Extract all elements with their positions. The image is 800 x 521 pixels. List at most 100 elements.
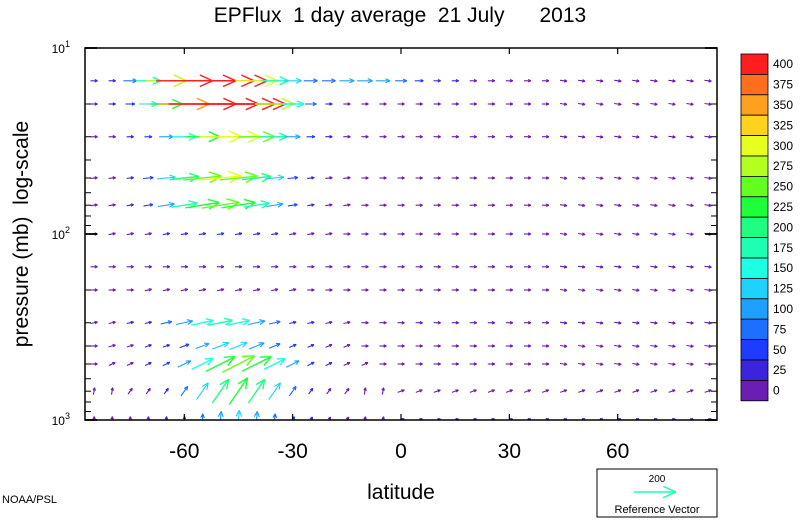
flux-vector xyxy=(397,176,405,180)
flux-vector xyxy=(559,102,568,106)
flux-vector xyxy=(162,232,171,236)
colorbar: 4003753503253002752502252001751501251007… xyxy=(740,53,793,402)
flux-vector xyxy=(542,134,550,139)
flux-vector xyxy=(433,79,441,83)
flux-vector xyxy=(487,102,496,106)
flux-vector xyxy=(216,265,225,269)
flux-vector xyxy=(487,134,496,139)
flux-vector xyxy=(307,361,315,367)
flux-vector xyxy=(343,265,351,269)
flux-vector xyxy=(523,203,532,207)
flux-vector xyxy=(162,344,170,348)
flux-vector xyxy=(289,232,297,236)
flux-vector xyxy=(219,171,258,184)
flux-vector xyxy=(325,344,333,348)
flux-vector xyxy=(144,361,152,366)
y-tick-label: 102 xyxy=(52,225,70,242)
flux-vector xyxy=(433,344,441,348)
flux-vector xyxy=(596,344,604,348)
flux-vector xyxy=(614,79,622,83)
colorbar-label: 125 xyxy=(773,282,793,296)
colorbar-swatch xyxy=(740,155,769,177)
flux-vector xyxy=(361,320,369,325)
flux-vector xyxy=(361,288,369,292)
flux-vector xyxy=(704,265,712,269)
flux-vector xyxy=(343,232,351,236)
flux-vector xyxy=(487,265,496,269)
flux-vector xyxy=(325,232,333,236)
flux-vector xyxy=(205,356,236,373)
flux-vector xyxy=(211,378,230,404)
flux-vector xyxy=(505,79,514,83)
flux-vector xyxy=(343,134,351,139)
flux-vector xyxy=(614,102,622,106)
flux-vector xyxy=(559,288,568,292)
flux-vector xyxy=(614,321,622,325)
flux-vector xyxy=(614,265,622,269)
colorbar-label: 400 xyxy=(773,57,793,71)
flux-vector xyxy=(343,203,351,207)
flux-vector xyxy=(451,320,459,325)
flux-vector xyxy=(632,321,640,325)
flux-vector xyxy=(90,362,98,366)
flux-vector xyxy=(559,321,568,325)
flux-vector xyxy=(180,385,189,397)
flux-vector xyxy=(289,288,297,292)
flux-vector xyxy=(433,102,441,106)
flux-vector xyxy=(704,176,712,180)
flux-vector xyxy=(243,200,270,209)
colorbar-swatch xyxy=(740,318,769,341)
flux-vector xyxy=(211,341,230,350)
flux-vector xyxy=(559,135,568,139)
flux-vector xyxy=(287,203,298,207)
x-axis: -60 -30 0 30 60 xyxy=(169,48,629,463)
flux-vector xyxy=(451,176,459,180)
flux-vector xyxy=(343,320,351,325)
flux-vector xyxy=(632,362,640,366)
flux-vector xyxy=(578,344,586,348)
flux-vector xyxy=(144,134,153,139)
flux-vector xyxy=(614,344,622,348)
flux-vector xyxy=(451,203,459,207)
flux-vector xyxy=(451,102,459,106)
y-tick-label: 103 xyxy=(52,411,70,428)
colorbar-swatch xyxy=(740,379,769,402)
flux-vector xyxy=(686,135,694,139)
flux-vector xyxy=(596,362,604,366)
flux-vector xyxy=(614,288,622,292)
flux-vector xyxy=(578,232,586,236)
flux-vector xyxy=(668,321,676,325)
flux-vector xyxy=(357,78,373,84)
flux-vector xyxy=(487,288,496,292)
colorbar-label: 250 xyxy=(773,180,793,194)
flux-vector xyxy=(325,203,333,207)
flux-vector xyxy=(308,387,314,395)
flux-vector xyxy=(180,288,189,292)
flux-vector xyxy=(268,343,281,349)
flux-vector xyxy=(650,362,658,366)
flux-vector xyxy=(578,203,586,208)
x-tick-label: 60 xyxy=(606,440,629,463)
flux-vector xyxy=(523,265,532,269)
flux-vector xyxy=(271,232,279,236)
flux-vector xyxy=(596,135,604,139)
flux-vector xyxy=(271,288,279,292)
flux-vector xyxy=(397,288,405,292)
flux-vector xyxy=(650,102,658,106)
flux-vector xyxy=(307,176,315,180)
flux-vector xyxy=(289,320,297,325)
flux-vector xyxy=(451,288,459,292)
flux-vector xyxy=(108,176,116,180)
credit-label: NOAA/PSL xyxy=(2,494,57,506)
flux-vector xyxy=(307,288,315,292)
flux-vector xyxy=(143,203,154,207)
flux-vector xyxy=(632,203,640,208)
flux-vector xyxy=(307,320,315,325)
flux-vector xyxy=(505,288,514,292)
flux-vector xyxy=(379,288,387,292)
flux-vector xyxy=(433,288,441,292)
flux-vector xyxy=(144,320,152,325)
colorbar-label: 0 xyxy=(773,384,780,398)
flux-vector xyxy=(289,265,297,269)
